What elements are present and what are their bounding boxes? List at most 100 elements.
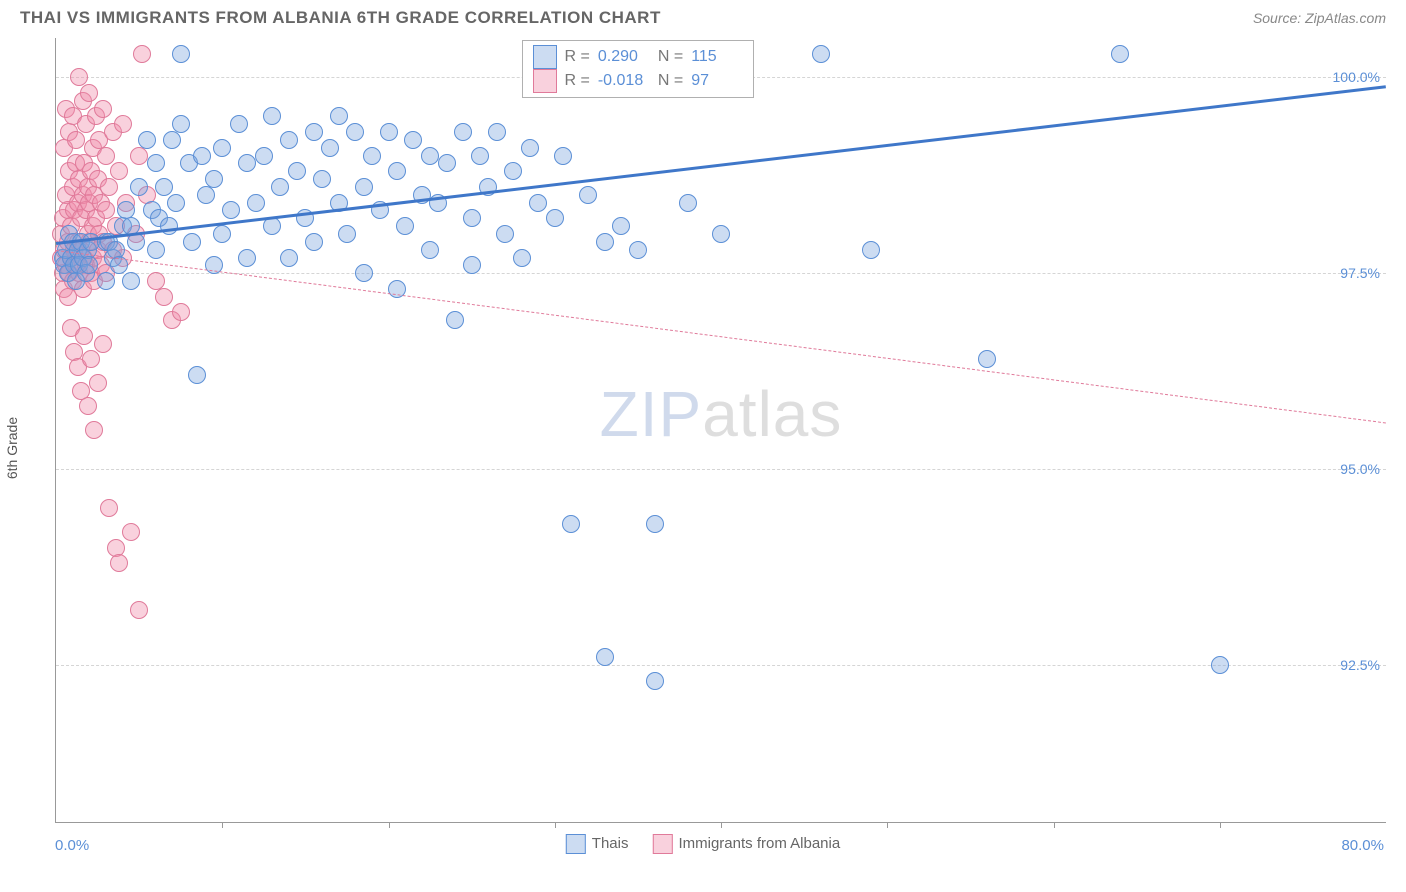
chart-title: THAI VS IMMIGRANTS FROM ALBANIA 6TH GRAD…	[20, 8, 661, 28]
legend-swatch-icon	[533, 45, 557, 69]
data-point	[75, 327, 93, 345]
data-point	[94, 100, 112, 118]
data-point	[355, 178, 373, 196]
data-point	[89, 374, 107, 392]
data-point	[546, 209, 564, 227]
data-point	[280, 131, 298, 149]
x-axis-max-label: 80.0%	[1341, 837, 1384, 854]
data-point	[488, 123, 506, 141]
data-point	[321, 139, 339, 157]
data-point	[421, 147, 439, 165]
data-point	[263, 107, 281, 125]
data-point	[521, 139, 539, 157]
source-label: Source: ZipAtlas.com	[1253, 10, 1386, 26]
data-point	[554, 147, 572, 165]
data-point	[147, 241, 165, 259]
data-point	[213, 225, 231, 243]
data-point	[562, 515, 580, 533]
data-point	[438, 154, 456, 172]
legend-label: Thais	[592, 835, 629, 852]
data-point	[80, 84, 98, 102]
data-point	[646, 672, 664, 690]
data-point	[471, 147, 489, 165]
data-point	[305, 233, 323, 251]
x-tick	[222, 822, 223, 828]
x-axis-min-label: 0.0%	[55, 837, 89, 854]
data-point	[579, 186, 597, 204]
data-point	[188, 366, 206, 384]
data-point	[978, 350, 996, 368]
legend-item: Immigrants from Albania	[652, 834, 840, 854]
data-point	[205, 170, 223, 188]
data-point	[155, 178, 173, 196]
data-point	[280, 249, 298, 267]
data-point	[380, 123, 398, 141]
data-point	[712, 225, 730, 243]
gridline	[56, 665, 1386, 666]
data-point	[330, 107, 348, 125]
data-point	[247, 194, 265, 212]
data-point	[230, 115, 248, 133]
data-point	[596, 233, 614, 251]
data-point	[100, 499, 118, 517]
y-tick-label: 100.0%	[1333, 69, 1380, 85]
data-point	[130, 601, 148, 619]
data-point	[463, 256, 481, 274]
data-point	[94, 335, 112, 353]
data-point	[288, 162, 306, 180]
y-tick-label: 92.5%	[1340, 657, 1380, 673]
data-point	[396, 217, 414, 235]
data-point	[138, 131, 156, 149]
gridline	[56, 273, 1386, 274]
trend-line	[56, 250, 1386, 423]
data-point	[346, 123, 364, 141]
data-point	[197, 186, 215, 204]
data-point	[338, 225, 356, 243]
stat-row: R =0.290N =115	[533, 45, 744, 69]
legend-item: Thais	[566, 834, 629, 854]
legend-swatch-icon	[652, 834, 672, 854]
y-tick-label: 95.0%	[1340, 461, 1380, 477]
data-point	[79, 397, 97, 415]
x-tick	[389, 822, 390, 828]
data-point	[305, 123, 323, 141]
data-point	[504, 162, 522, 180]
data-point	[110, 162, 128, 180]
data-point	[862, 241, 880, 259]
data-point	[122, 272, 140, 290]
data-point	[238, 154, 256, 172]
data-point	[421, 241, 439, 259]
data-point	[122, 523, 140, 541]
data-point	[529, 194, 547, 212]
data-point	[130, 178, 148, 196]
data-point	[163, 131, 181, 149]
data-point	[454, 123, 472, 141]
data-point	[596, 648, 614, 666]
data-point	[446, 311, 464, 329]
plot-region: ZIPatlas 92.5%95.0%97.5%100.0%R =0.290N …	[55, 38, 1386, 823]
legend-label: Immigrants from Albania	[678, 835, 840, 852]
data-point	[193, 147, 211, 165]
stat-row: R =-0.018N =97	[533, 69, 744, 93]
data-point	[147, 154, 165, 172]
x-tick	[1220, 822, 1221, 828]
data-point	[238, 249, 256, 267]
legend: Thais Immigrants from Albania	[566, 834, 840, 854]
data-point	[629, 241, 647, 259]
data-point	[85, 421, 103, 439]
correlation-stats-box: R =0.290N =115R =-0.018N =97	[522, 40, 755, 98]
data-point	[114, 115, 132, 133]
chart-header: THAI VS IMMIGRANTS FROM ALBANIA 6TH GRAD…	[0, 0, 1406, 32]
data-point	[812, 45, 830, 63]
data-point	[172, 115, 190, 133]
legend-swatch-icon	[533, 69, 557, 93]
data-point	[97, 147, 115, 165]
watermark: ZIPatlas	[600, 377, 843, 451]
data-point	[130, 147, 148, 165]
data-point	[496, 225, 514, 243]
data-point	[1111, 45, 1129, 63]
data-point	[110, 554, 128, 572]
data-point	[222, 201, 240, 219]
data-point	[183, 233, 201, 251]
data-point	[363, 147, 381, 165]
